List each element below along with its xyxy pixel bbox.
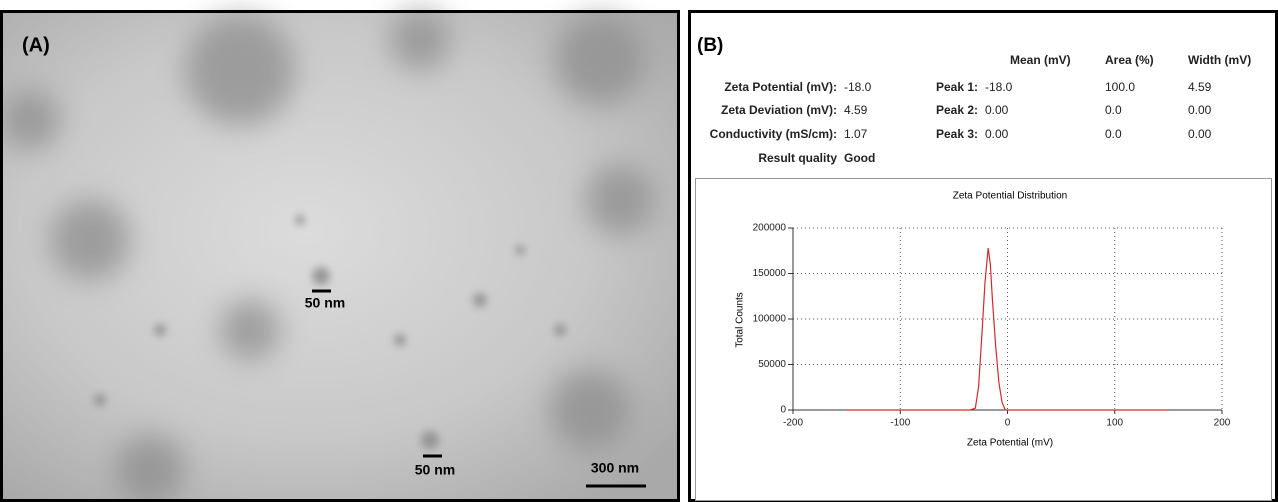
- table-cell: -18.0: [985, 80, 1013, 94]
- table-header: Mean (mV): [1010, 53, 1071, 67]
- tem-texture: [0, 10, 655, 502]
- panel-a: (A) 50 nm 50 nm 300 nm: [0, 10, 680, 502]
- table-cell: -18.0: [844, 80, 872, 94]
- y-tick-label: 200000: [753, 223, 787, 234]
- table-cell: 0.0: [1105, 103, 1122, 117]
- x-axis-label: Zeta Potential (mV): [967, 438, 1053, 449]
- y-tick-label: 0: [780, 405, 786, 416]
- table-label: Zeta Potential (mV):: [724, 80, 837, 94]
- scale-label: 50 nm: [305, 295, 345, 311]
- table-header: Area (%): [1105, 53, 1154, 67]
- data-line: [846, 247, 1169, 411]
- table-label: Peak 2:: [936, 103, 978, 117]
- chart-frame: [695, 178, 1272, 501]
- table-label: Zeta Deviation (mV):: [721, 103, 837, 117]
- table-cell: 4.59: [1188, 80, 1212, 94]
- scale-label: 50 nm: [415, 462, 455, 478]
- table-cell: 0.00: [1188, 127, 1212, 141]
- table-label: Result quality: [758, 151, 837, 165]
- x-tick-label: 200: [1214, 418, 1231, 429]
- table-cell: 4.59: [844, 103, 868, 117]
- table-label: Peak 1:: [936, 80, 978, 94]
- table-cell: 0.00: [985, 127, 1009, 141]
- y-tick-label: 100000: [753, 314, 787, 325]
- table-label: Peak 3:: [936, 127, 978, 141]
- y-tick-label: 150000: [753, 268, 787, 279]
- tem-particles: [94, 215, 566, 449]
- x-tick-label: -200: [783, 418, 803, 429]
- panel-border: [0, 10, 680, 502]
- table-cell: 100.0: [1105, 80, 1135, 94]
- table-cell: Good: [844, 151, 875, 165]
- x-tick-label: 100: [1106, 418, 1123, 429]
- x-tick-label: 0: [1005, 418, 1011, 429]
- table-label: Conductivity (mS/cm):: [710, 127, 837, 141]
- table-header: Width (mV): [1188, 53, 1251, 67]
- panel-label: (A): [22, 34, 50, 56]
- panel-label: (B): [697, 35, 723, 56]
- chart-title: Zeta Potential Distribution: [953, 191, 1068, 202]
- table-cell: 1.07: [844, 127, 868, 141]
- table-cell: 0.00: [985, 103, 1009, 117]
- x-tick-label: -100: [890, 418, 910, 429]
- table-cell: 0.00: [1188, 103, 1212, 117]
- y-axis-label: Total Counts: [735, 292, 746, 348]
- table-cell: 0.0: [1105, 127, 1122, 141]
- panel-b: (B) Zeta Potential Distribution Zeta Pot…: [688, 10, 1278, 502]
- scale-label: 300 nm: [591, 460, 639, 476]
- y-tick-label: 50000: [758, 359, 786, 370]
